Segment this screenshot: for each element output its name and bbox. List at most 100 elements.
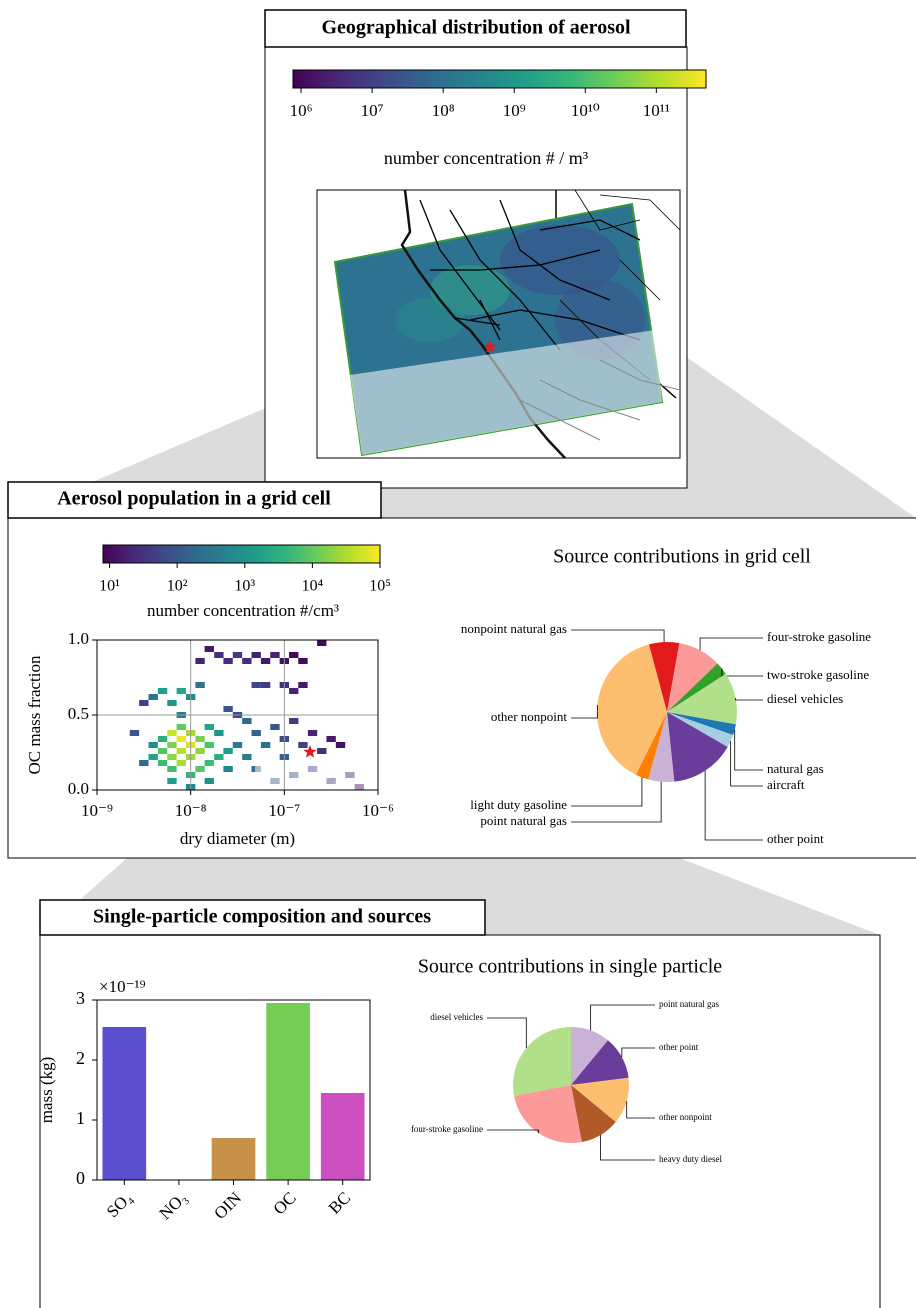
hist-cell	[205, 778, 214, 784]
pie-title: Source contributions in single particle	[418, 956, 722, 978]
hist-cell	[177, 760, 186, 766]
colorbar	[103, 545, 380, 563]
hist-cell	[167, 730, 176, 736]
slice-label: four-stroke gasoline	[411, 1124, 483, 1134]
hist-cell	[177, 688, 186, 694]
slice-label: diesel vehicles	[767, 691, 843, 706]
hist-cell	[289, 718, 298, 724]
colorbar-tick-label: 10¹¹	[643, 101, 670, 120]
x-tick-label: 10⁻⁸	[175, 801, 207, 820]
hist-cell	[167, 778, 176, 784]
slice-label: nonpoint natural gas	[461, 621, 567, 636]
colorbar-tick-label: 10¹⁰	[571, 101, 600, 120]
panel-box	[40, 935, 880, 1308]
slice-label: other point	[767, 831, 824, 846]
y-tick-label: 1.0	[68, 629, 89, 648]
hist-cell	[223, 766, 232, 772]
colorbar	[293, 70, 706, 88]
concentration-patch	[395, 298, 465, 342]
hist-cell	[298, 682, 307, 688]
slice-label: aircraft	[767, 777, 805, 792]
panel-title: Aerosol population in a grid cell	[57, 488, 331, 510]
hist-cell	[177, 724, 186, 730]
hist-cell	[223, 706, 232, 712]
hist-cell	[317, 640, 326, 646]
colorbar-tick-label: 10²	[167, 578, 188, 595]
selected-region	[255, 765, 378, 790]
slice-label: other nonpoint	[491, 709, 568, 724]
hist-cell	[139, 760, 148, 766]
hist-cell	[195, 766, 204, 772]
panel-title: Geographical distribution of aerosol	[321, 17, 631, 39]
hist-cell	[195, 682, 204, 688]
hist-cell	[252, 730, 261, 736]
x-tick-label: 10⁻⁹	[81, 801, 113, 820]
hist-cell	[214, 730, 223, 736]
x-tick-label: 10⁻⁷	[268, 801, 300, 820]
y-axis-label: mass (kg)	[37, 1057, 56, 1124]
y-tick-label: 0.0	[68, 779, 89, 798]
hist-cell	[167, 766, 176, 772]
bar	[212, 1138, 256, 1180]
hist-cell	[195, 658, 204, 664]
y-tick-label: 3	[76, 988, 85, 1008]
slice-label: heavy duty diesel	[659, 1154, 722, 1164]
colorbar-tick-label: 10³	[234, 578, 255, 595]
hist-cell	[214, 652, 223, 658]
hist-cell	[205, 760, 214, 766]
hist-cell	[195, 748, 204, 754]
hist-cell	[242, 754, 251, 760]
hist-cell	[158, 748, 167, 754]
hist-cell	[298, 658, 307, 664]
hist-cell	[252, 682, 261, 688]
y-tick-label: 0	[76, 1168, 85, 1188]
hist-cell	[158, 736, 167, 742]
colorbar-tick-label: 10⁴	[302, 578, 324, 595]
hist-cell	[233, 742, 242, 748]
hist-cell	[149, 754, 158, 760]
hist-cell	[336, 742, 345, 748]
slice-label: two-stroke gasoline	[767, 667, 869, 682]
hist-cell	[242, 658, 251, 664]
hist-cell	[317, 748, 326, 754]
y-tick-label: 1	[76, 1108, 85, 1128]
hist-cell	[177, 748, 186, 754]
hist-cell	[167, 742, 176, 748]
hist-cell	[289, 652, 298, 658]
hist-cell	[177, 736, 186, 742]
y-axis-label: OC mass fraction	[25, 655, 44, 774]
hist-cell	[261, 682, 270, 688]
hist-cell	[326, 736, 335, 742]
slice-label: natural gas	[767, 761, 824, 776]
slice-label: light duty gasoline	[470, 797, 567, 812]
colorbar-tick-label: 10⁶	[290, 101, 313, 120]
colorbar-label: number concentration # / m³	[384, 148, 589, 168]
colorbar-tick-label: 10⁸	[432, 101, 455, 120]
colorbar-tick-label: 10⁷	[361, 101, 384, 120]
slice-label: diesel vehicles	[430, 1012, 483, 1022]
x-tick-label: 10⁻⁶	[362, 801, 394, 820]
hist-cell	[205, 724, 214, 730]
hist-cell	[130, 730, 139, 736]
hist-cell	[205, 646, 214, 652]
hist-cell	[167, 754, 176, 760]
pie-title: Source contributions in grid cell	[553, 546, 811, 568]
hist-cell	[149, 742, 158, 748]
colorbar-tick-label: 10⁵	[369, 578, 391, 595]
hist-cell	[242, 718, 251, 724]
bar	[266, 1003, 310, 1180]
bar	[321, 1093, 365, 1180]
hist-cell	[261, 658, 270, 664]
hist-cell	[252, 652, 261, 658]
panel-box	[8, 518, 916, 858]
hist-cell	[298, 742, 307, 748]
hist-cell	[158, 688, 167, 694]
slice-label: four-stroke gasoline	[767, 629, 871, 644]
y-tick-label: 2	[76, 1048, 85, 1068]
hist-cell	[214, 754, 223, 760]
hist-cell	[149, 694, 158, 700]
hist-cell	[195, 736, 204, 742]
hist-cell	[289, 688, 298, 694]
hist-cell	[233, 652, 242, 658]
hist-cell	[139, 700, 148, 706]
